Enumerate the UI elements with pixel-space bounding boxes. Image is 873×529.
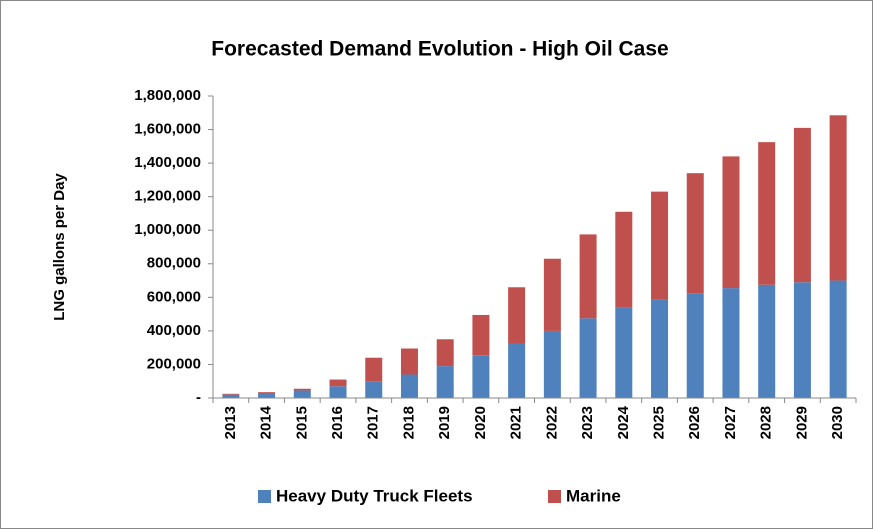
x-tick-label: 2026 xyxy=(686,406,703,439)
bar-segment xyxy=(472,355,490,398)
bar-segment xyxy=(758,284,776,398)
y-tick-label: 1,000,000 xyxy=(134,221,201,238)
bar-segment xyxy=(365,381,383,398)
y-axis-label: LNG gallons per Day xyxy=(51,173,68,321)
bar-segment xyxy=(258,392,276,393)
bar-segment xyxy=(686,173,704,294)
y-tick-label: 400,000 xyxy=(147,322,201,339)
bar-segment xyxy=(829,280,847,398)
bar-segment xyxy=(651,191,669,300)
bar-segment xyxy=(472,314,490,356)
bar-segment xyxy=(793,127,811,283)
bar-segment xyxy=(722,288,740,398)
x-tick-label: 2029 xyxy=(793,406,810,439)
bar-segment xyxy=(329,379,347,387)
y-tick-label: 200,000 xyxy=(147,355,201,372)
bar-segment xyxy=(365,357,383,382)
y-tick-label: 600,000 xyxy=(147,288,201,305)
bar-segment xyxy=(293,388,311,391)
bar-segment xyxy=(329,386,347,398)
legend-label: Marine xyxy=(566,486,621,505)
bar-segment xyxy=(400,348,418,375)
x-tick-label: 2017 xyxy=(365,406,382,439)
legend-swatch xyxy=(258,490,271,503)
bar-segment xyxy=(508,287,526,344)
bar-segment xyxy=(508,343,526,398)
x-tick-label: 2020 xyxy=(472,406,489,439)
bar-segment xyxy=(579,234,597,319)
bar-segment xyxy=(543,330,561,398)
bar-segment xyxy=(651,299,669,398)
x-tick-label: 2013 xyxy=(222,406,239,439)
y-tick-label: 1,200,000 xyxy=(134,188,201,205)
x-tick-label: 2022 xyxy=(543,406,560,439)
y-tick-label: 1,800,000 xyxy=(134,87,201,104)
x-tick-label: 2028 xyxy=(758,406,775,439)
legend-label: Heavy Duty Truck Fleets xyxy=(276,486,473,505)
bar-segment xyxy=(615,307,633,398)
bar-segment xyxy=(222,394,240,398)
bar-segment xyxy=(615,211,633,308)
y-tick-label: - xyxy=(196,389,201,406)
x-tick-label: 2030 xyxy=(829,406,846,439)
bar-segment xyxy=(258,392,276,398)
bar-segment xyxy=(686,293,704,398)
x-tick-label: 2023 xyxy=(579,406,596,439)
bar-segment xyxy=(579,318,597,398)
bar-segment xyxy=(758,142,776,285)
x-tick-label: 2014 xyxy=(258,405,275,439)
x-tick-label: 2016 xyxy=(329,406,346,439)
x-tick-label: 2018 xyxy=(400,406,417,439)
y-tick-label: 1,600,000 xyxy=(134,121,201,138)
bar-segment xyxy=(436,366,454,398)
x-tick-label: 2025 xyxy=(650,406,667,439)
y-tick-label: 1,400,000 xyxy=(134,154,201,171)
bar-segment xyxy=(722,156,740,289)
bar-segment xyxy=(293,390,311,398)
legend-swatch xyxy=(548,490,561,503)
x-tick-label: 2019 xyxy=(436,406,453,439)
bar-segment xyxy=(222,393,240,395)
x-tick-label: 2015 xyxy=(293,406,310,439)
bar-segment xyxy=(436,339,454,367)
bar-segment xyxy=(829,115,847,281)
bar-segment xyxy=(400,374,418,398)
chart-title: Forecasted Demand Evolution - High Oil C… xyxy=(211,38,668,61)
bar-segment xyxy=(543,258,561,331)
x-tick-label: 2021 xyxy=(508,406,525,439)
x-tick-label: 2027 xyxy=(722,406,739,439)
y-tick-label: 800,000 xyxy=(147,255,201,272)
bar-segment xyxy=(793,282,811,398)
x-tick-label: 2024 xyxy=(615,405,632,439)
